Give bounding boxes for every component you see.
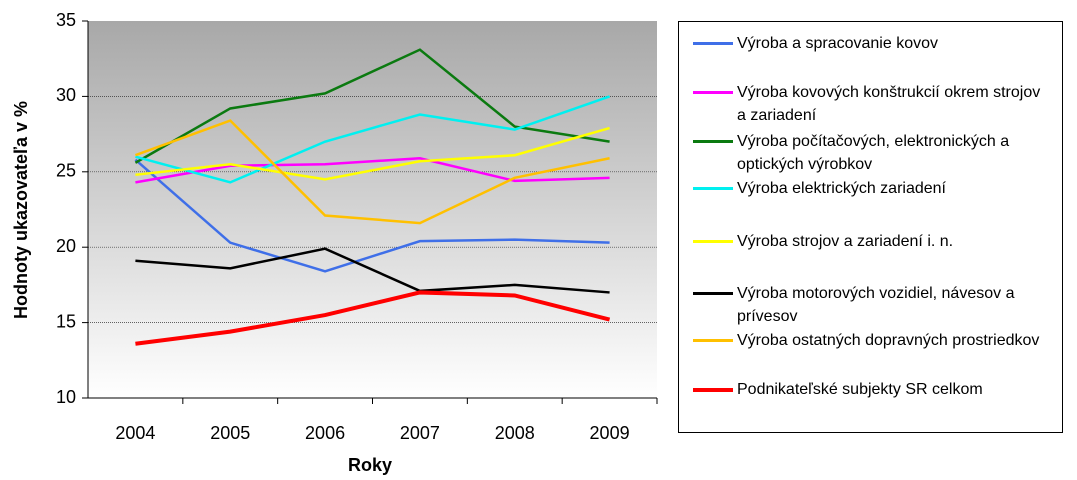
y-axis-label: Hodnoty ukazovateľa v % (11, 101, 31, 319)
y-tick-label: 25 (56, 161, 76, 181)
series-line (135, 247, 610, 294)
x-tick-label: 2009 (590, 423, 630, 443)
legend-entry: Výroba a spracovanie kovov (693, 32, 1053, 55)
legend-swatch (693, 388, 733, 392)
legend-label: Výroba elektrických zariadení (737, 180, 946, 197)
series-line (134, 48, 610, 164)
legend-entry: Výroba ostatných dopravných prostriedkov (693, 329, 1053, 352)
legend-label: Výroba a spracovanie kovov (737, 35, 938, 52)
legend-entry: Výroba počítačových, elektronických a op… (693, 130, 1053, 176)
legend-entry: Výroba kovových konštrukcií okrem strojo… (693, 81, 1053, 127)
legend-label: Podnikateľské subjekty SR celkom (737, 381, 983, 398)
x-axis-label: Roky (348, 455, 392, 475)
legend-label: Výroba kovových konštrukcií okrem strojo… (737, 84, 1041, 124)
legend-entry: Podnikateľské subjekty SR celkom (693, 378, 1053, 401)
legend: Výroba a spracovanie kovov Výroba kovovýc… (678, 21, 1063, 433)
series-line (135, 95, 610, 184)
y-tick-label: 30 (56, 85, 76, 105)
legend-entry: Výroba motorových vozidiel, návesov a pr… (693, 282, 1053, 328)
x-tick-label: 2006 (305, 423, 345, 443)
plot-area (88, 21, 657, 398)
x-tick-label: 2005 (210, 423, 250, 443)
y-tick-label: 35 (56, 10, 76, 30)
x-tick-label: 2008 (495, 423, 535, 443)
legend-swatch (693, 240, 733, 243)
series-line (134, 119, 610, 225)
legend-label: Výroba ostatných dopravných prostriedkov (737, 332, 1040, 349)
legend-swatch (693, 292, 733, 295)
x-tick-label: 2004 (115, 423, 155, 443)
legend-swatch (693, 187, 733, 190)
legend-swatch (693, 42, 733, 45)
legend-swatch (693, 91, 733, 94)
legend-entry: Výroba strojov a zariadení i. n. (693, 230, 1053, 253)
legend-label: Výroba strojov a zariadení i. n. (737, 233, 954, 250)
legend-swatch (693, 339, 733, 342)
y-tick-label: 15 (56, 311, 76, 331)
legend-entry: Výroba elektrických zariadení (693, 177, 1053, 200)
series-line (135, 290, 611, 346)
y-tick-label: 10 (56, 387, 76, 407)
legend-swatch (693, 140, 733, 143)
series-line (135, 126, 610, 181)
series-line (134, 158, 610, 273)
series-line (135, 156, 610, 184)
legend-label: Výroba počítačových, elektronických a op… (737, 133, 1010, 173)
y-tick-label: 20 (56, 236, 76, 256)
x-tick-label: 2007 (400, 423, 440, 443)
legend-label: Výroba motorových vozidiel, návesov a pr… (737, 285, 1015, 325)
